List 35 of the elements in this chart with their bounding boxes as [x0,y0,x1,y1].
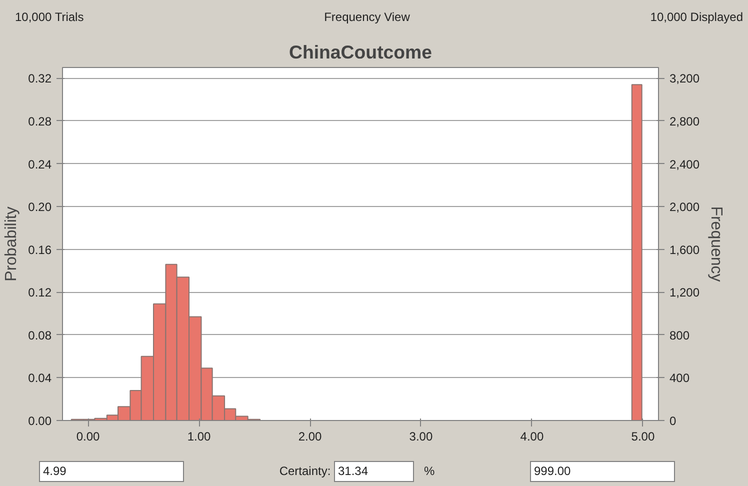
y2-tick-label: 2,400 [670,157,700,172]
y-tick-label: 0.00 [28,414,52,428]
y-axis-title: Probability [3,206,20,282]
text: % [424,464,435,478]
y-tick-label: 0.24 [28,157,52,172]
y2-tick-label: 0 [670,414,676,428]
text: 999.00 [530,461,675,482]
text: 31.34 [334,461,414,482]
y-tick-label: 0.16 [28,242,52,257]
y2-tick-label: 3,200 [670,72,700,86]
text: 10,000 Displayed [650,9,743,26]
x-tick-label: 3.00 [409,430,433,444]
x-tick-label: 0.00 [76,430,100,444]
y-tick-label: 0.08 [28,328,52,342]
text: Frequency View [324,9,410,26]
text: 4.99 [39,461,184,482]
y2-tick-label: 1,200 [670,286,700,300]
y2-tick-label: 400 [670,371,690,386]
y2-tick-label: 2,000 [670,200,700,214]
y2-tick-label: 800 [670,328,690,342]
y-tick-label: 0.12 [28,286,52,300]
y-tick-label: 0.04 [28,371,52,386]
y-tick-label: 0.28 [28,114,52,128]
x-tick-label: 1.00 [187,430,212,444]
x-tick-label: 4.00 [520,430,544,444]
y2-tick-label: 1,600 [670,242,700,257]
y2-axis-title: Frequency [708,206,725,282]
chart-title: ChinaCoutcome [288,42,432,62]
x-tick-label: 5.00 [631,430,655,444]
y-tick-label: 0.32 [28,72,52,86]
y-tick-label: 0.20 [28,200,52,214]
x-tick-label: 2.00 [298,430,322,444]
y2-tick-label: 2,800 [670,114,700,128]
text: 10,000 Trials [15,9,84,26]
text: Certainty: [279,464,331,478]
